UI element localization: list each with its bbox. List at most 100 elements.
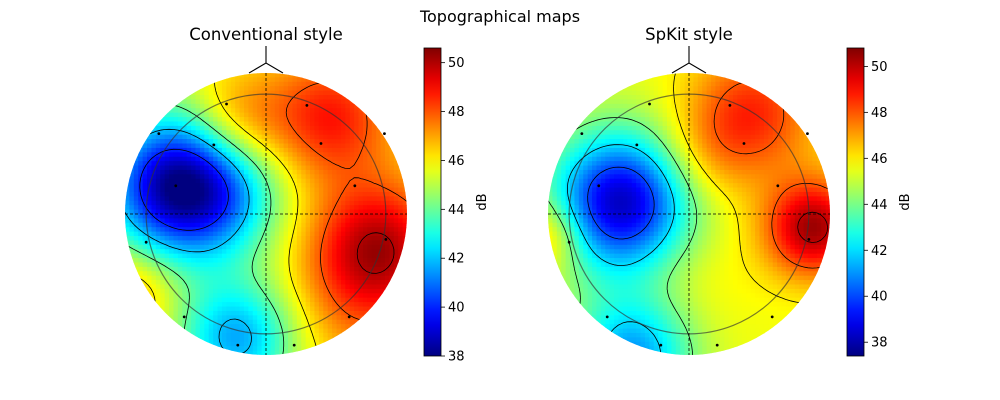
heatmap-cell	[662, 125, 668, 131]
heatmap-cell	[596, 178, 602, 184]
heatmap-cell	[279, 73, 285, 79]
heatmap-cell	[719, 147, 725, 153]
heatmap-cell	[697, 196, 703, 202]
heatmap-cell	[362, 169, 368, 175]
heatmap-cell	[587, 134, 593, 140]
heatmap-cell	[305, 161, 311, 167]
heatmap-cell	[367, 187, 373, 193]
heatmap-cell	[266, 258, 272, 264]
heatmap-cell	[362, 275, 368, 281]
heatmap-cell	[173, 152, 179, 158]
heatmap-cell	[243, 156, 249, 162]
heatmap-cell	[402, 183, 407, 189]
heatmap-cell	[768, 200, 774, 206]
heatmap-cell	[367, 288, 373, 294]
heatmap-cell	[292, 99, 298, 105]
heatmap-cell	[274, 337, 280, 343]
heatmap-cell	[755, 200, 761, 206]
heatmap-cell	[332, 121, 338, 127]
heatmap-cell	[750, 147, 756, 153]
heatmap-cell	[283, 112, 289, 118]
heatmap-cell	[301, 346, 307, 352]
heatmap-cell	[296, 156, 302, 162]
heatmap-cell	[199, 165, 205, 171]
heatmap-cell	[296, 73, 302, 79]
heatmap-cell	[217, 284, 223, 290]
heatmap-cell	[129, 231, 135, 237]
heatmap-cell	[653, 187, 659, 193]
heatmap-cell	[358, 288, 364, 294]
heatmap-cell	[213, 112, 219, 118]
heatmap-cell	[711, 183, 717, 189]
heatmap-cell	[226, 178, 232, 184]
heatmap-cell	[702, 99, 708, 105]
heatmap-cell	[235, 108, 241, 114]
heatmap-cell	[173, 191, 179, 197]
heatmap-cell	[125, 253, 131, 259]
heatmap-cell	[314, 297, 320, 303]
heatmap-cell	[239, 103, 245, 109]
heatmap-cell	[358, 125, 364, 131]
heatmap-cell	[235, 258, 241, 264]
heatmap-cell	[807, 174, 813, 180]
heatmap-cell	[371, 121, 377, 127]
heatmap-cell	[323, 262, 329, 268]
heatmap-cell	[147, 253, 153, 259]
heatmap-cell	[186, 112, 192, 118]
heatmap-cell	[600, 103, 606, 109]
heatmap-cell	[609, 99, 615, 105]
heatmap-cell	[186, 187, 192, 193]
heatmap-cell	[125, 183, 131, 189]
heatmap-cell	[755, 90, 761, 96]
heatmap-cell	[296, 130, 302, 136]
heatmap-cell	[305, 117, 311, 123]
heatmap-cell	[257, 161, 263, 167]
heatmap-cell	[746, 147, 752, 153]
heatmap-cell	[362, 249, 368, 255]
heatmap-cell	[292, 73, 298, 79]
heatmap-cell	[310, 284, 316, 290]
heatmap-cell	[636, 108, 642, 114]
heatmap-cell	[609, 200, 615, 206]
heatmap-cell	[384, 288, 390, 294]
heatmap-cell	[592, 196, 598, 202]
heatmap-cell	[768, 152, 774, 158]
heatmap-cell	[398, 196, 404, 202]
heatmap-cell	[208, 293, 214, 299]
heatmap-cell	[169, 112, 175, 118]
heatmap-cell	[195, 205, 201, 211]
heatmap-cell	[301, 117, 307, 123]
heatmap-cell	[164, 302, 170, 308]
heatmap-cell	[741, 169, 747, 175]
heatmap-cell	[618, 152, 624, 158]
heatmap-cell	[230, 227, 236, 233]
heatmap-cell	[261, 130, 267, 136]
heatmap-cell	[257, 346, 263, 352]
heatmap-cell	[697, 191, 703, 197]
heatmap-cell	[724, 86, 730, 92]
heatmap-cell	[252, 200, 258, 206]
heatmap-cell	[323, 112, 329, 118]
heatmap-cell	[693, 134, 699, 140]
heatmap-cell	[367, 117, 373, 123]
heatmap-cell	[666, 152, 672, 158]
heatmap-cell	[785, 196, 791, 202]
heatmap-cell	[332, 302, 338, 308]
heatmap-cell	[327, 319, 333, 325]
heatmap-cell	[270, 86, 276, 92]
heatmap-cell	[301, 284, 307, 290]
heatmap-cell	[349, 262, 355, 268]
heatmap-cell	[393, 200, 399, 206]
heatmap-cell	[340, 222, 346, 228]
heatmap-cell	[790, 156, 796, 162]
heatmap-cell	[288, 90, 294, 96]
heatmap-cell	[393, 236, 399, 242]
heatmap-cell	[288, 99, 294, 105]
heatmap-cell	[217, 280, 223, 286]
heatmap-cell	[627, 183, 633, 189]
heatmap-cell	[252, 222, 258, 228]
heatmap-cell	[755, 165, 761, 171]
heatmap-cell	[301, 275, 307, 281]
heatmap-cell	[266, 222, 272, 228]
heatmap-cell	[301, 156, 307, 162]
